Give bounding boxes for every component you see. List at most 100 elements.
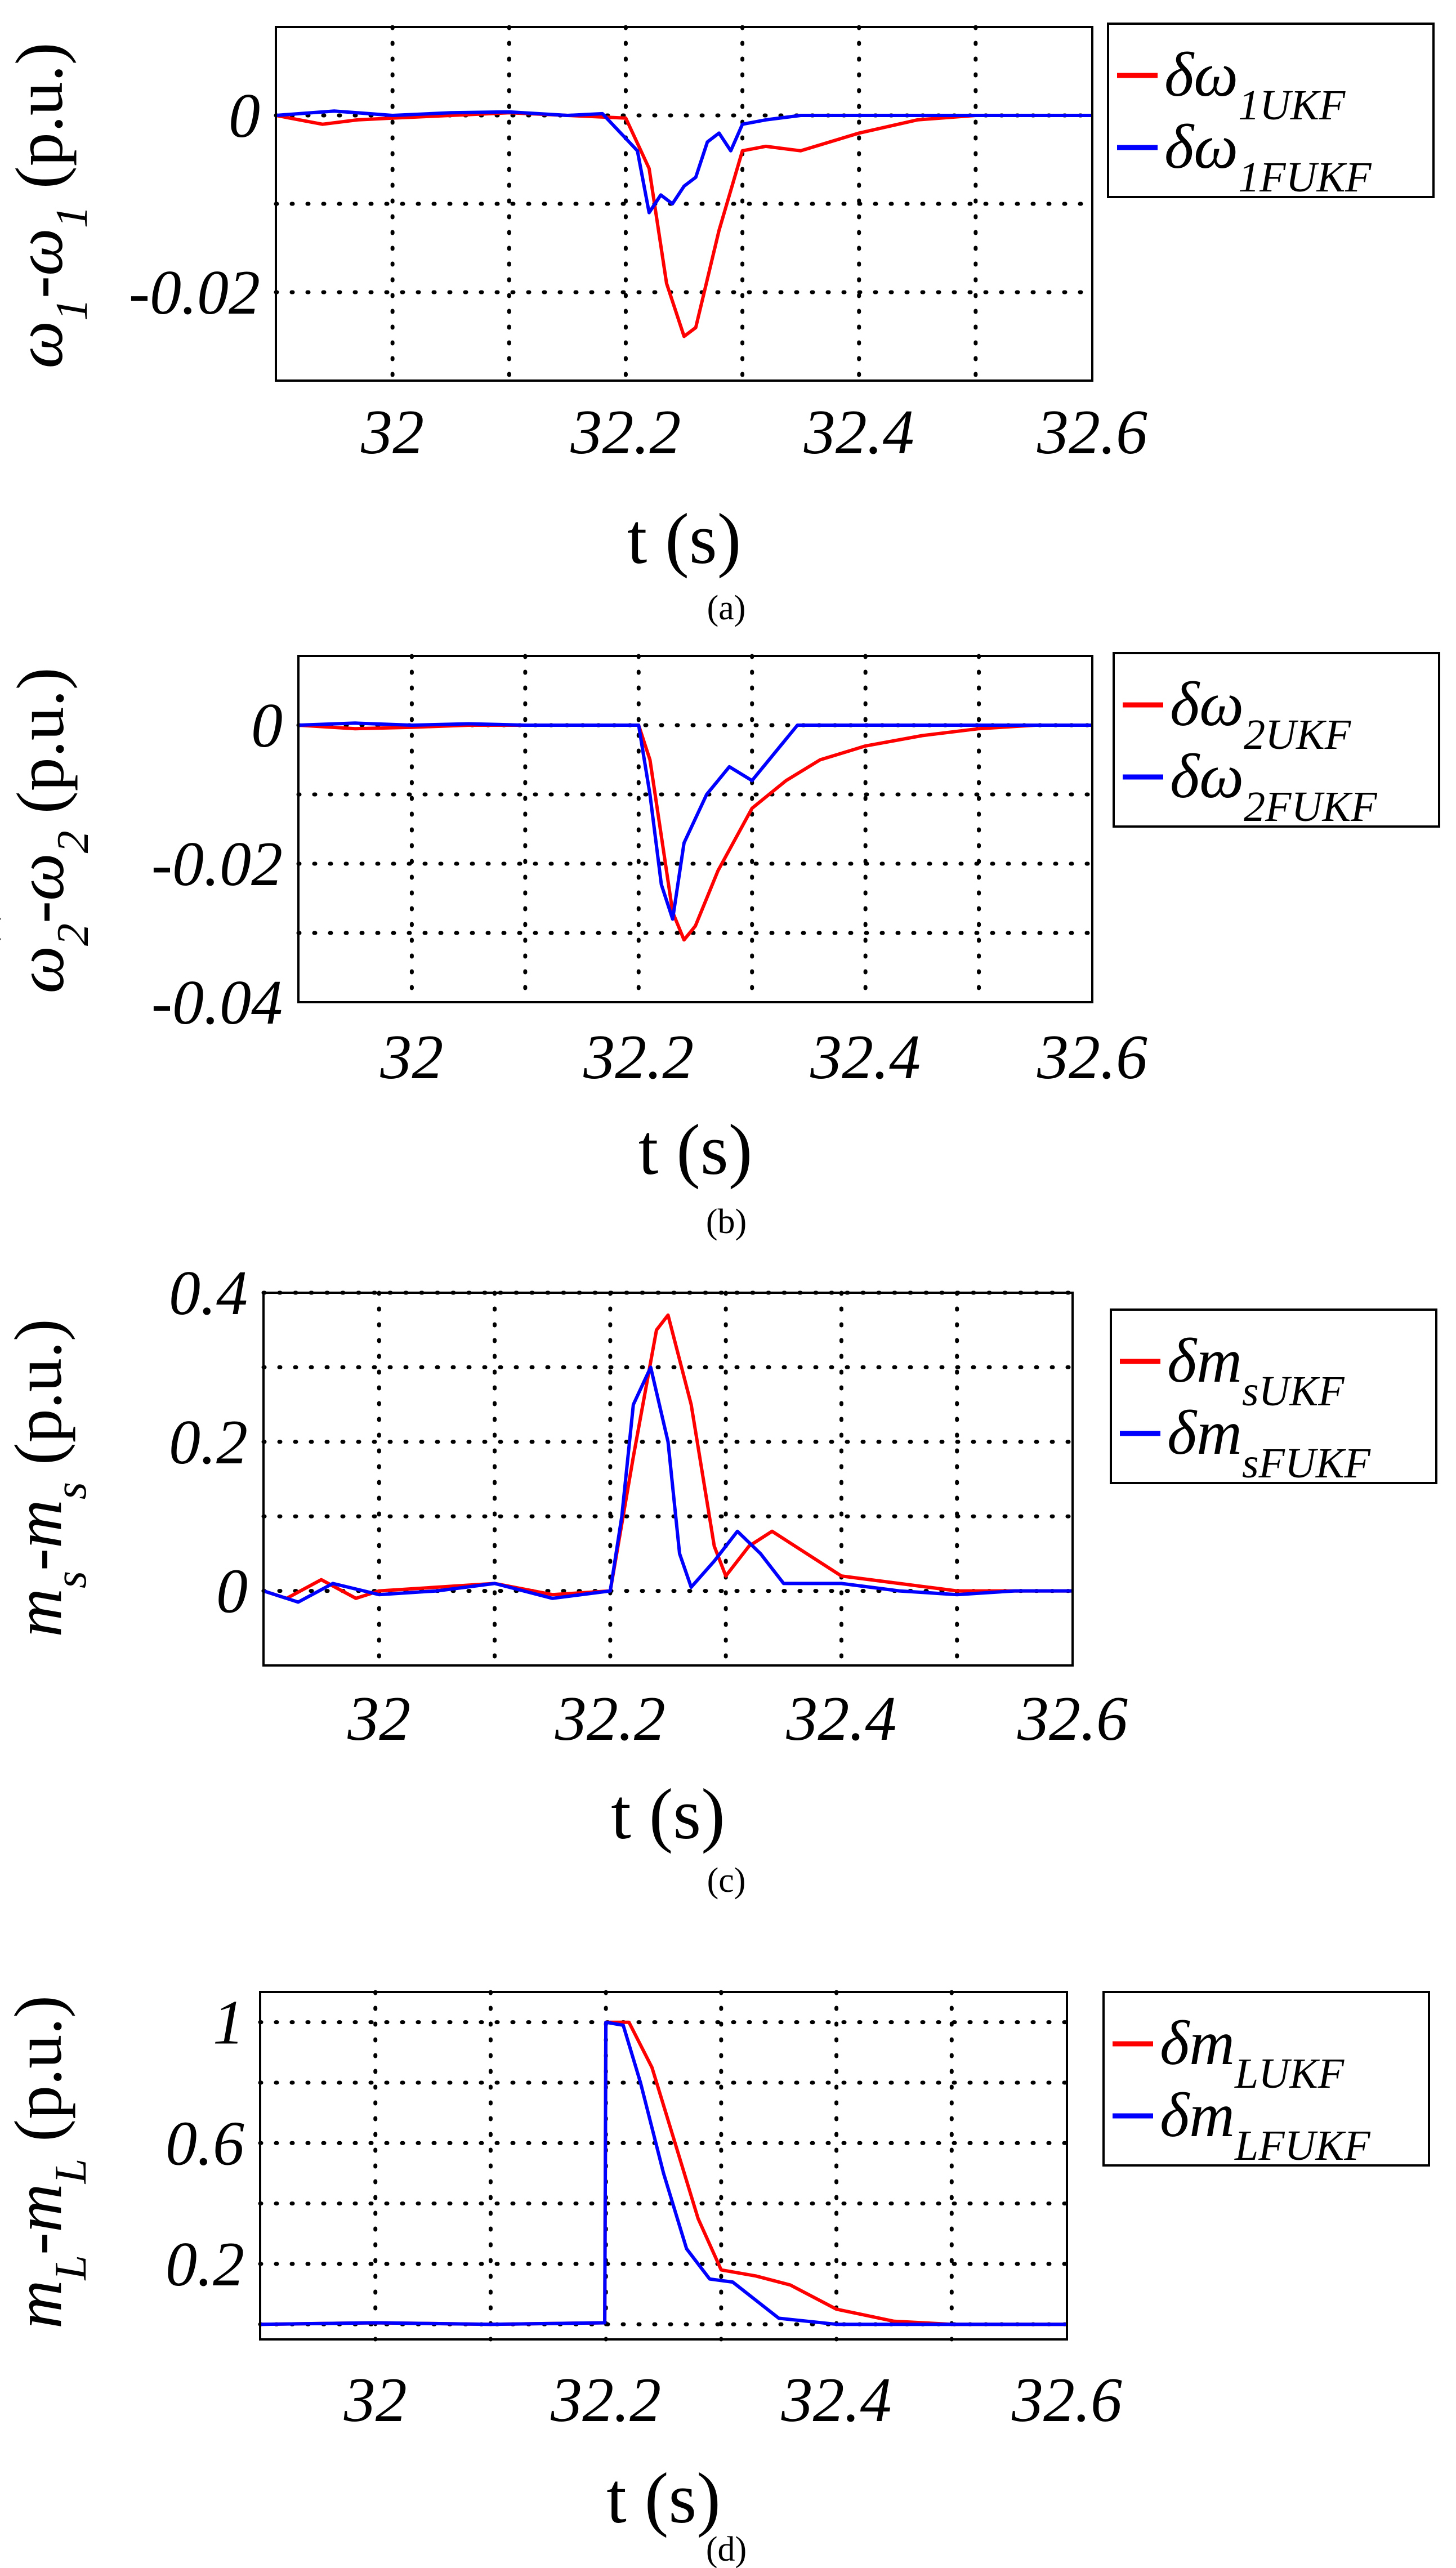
y-label-hat-group: ms	[1, 1571, 96, 1637]
x-tick-label: 32.2	[583, 1022, 694, 1092]
legend-symbol: δm	[1160, 2080, 1235, 2150]
legend-entry: δω1UKF	[1164, 40, 1346, 129]
legend-symbol: δω	[1170, 669, 1244, 739]
axes-frame	[259, 1991, 1068, 2341]
legend-box	[1102, 1991, 1430, 2167]
legend-subscript: 2UKF	[1244, 711, 1352, 758]
x-tick-label: 32.2	[570, 398, 681, 467]
y-axis-label: ω2-ω2 (p.u.)	[3, 667, 98, 993]
x-axis-label: t (s)	[627, 499, 742, 579]
y-tick-label: 0	[251, 691, 283, 761]
x-tick-label: 32.6	[1017, 1684, 1128, 1754]
x-tick-label: 32.4	[803, 398, 914, 467]
chart-panel-d: 32 32.2 32.4 32.610.60.2t (s)mL-mL (p.u.) δm…	[1, 1988, 1430, 2568]
y-label-estimated-subscript: 2	[48, 923, 98, 946]
axes-frame	[262, 1292, 1074, 1667]
legend-entry: δω1FUKF	[1164, 112, 1372, 201]
series-line-lfukf	[260, 2020, 1067, 2326]
y-tick-label: -0.02	[129, 258, 260, 328]
y-label-units: (p.u.)	[1, 1319, 75, 1482]
y-label-symbol: ω	[3, 853, 78, 901]
axes-frame	[297, 655, 1093, 1003]
chart-panel-b: 32 32.2 32.4 32.60-0.02-0.04t (s)ω2-ω2 (p.u…	[0, 652, 1440, 1241]
y-label-subscript: 2	[48, 830, 98, 853]
panel-caption: (d)	[706, 2530, 747, 2568]
legend-symbol: δm	[1167, 1398, 1242, 1468]
y-label-subscript: s	[46, 1482, 96, 1499]
series-line-1ukf	[276, 111, 1092, 338]
y-axis-label: ms-ms (p.u.)	[1, 1319, 96, 1637]
x-tick-label: 32.6	[1011, 2365, 1122, 2435]
series-line-2fukf	[298, 721, 1092, 921]
y-tick-label: 0.2	[169, 1408, 248, 1477]
y-label-estimated-symbol: ω	[2, 321, 77, 369]
legend-subscript: 1FUKF	[1238, 154, 1372, 201]
panel-caption: (c)	[707, 1861, 746, 1900]
legend-entry: δω2FUKF	[1170, 742, 1378, 830]
x-axis-label: t (s)	[606, 2458, 721, 2538]
legend-box	[1107, 23, 1435, 198]
legend-subscript: 1UKF	[1238, 82, 1346, 129]
legend-subscript: 2FUKF	[1244, 783, 1378, 830]
x-tick-label: 32	[379, 1022, 443, 1092]
y-label-symbol: ω	[2, 228, 77, 276]
panel-caption: (b)	[706, 1203, 747, 1241]
y-label-minus: -	[3, 901, 78, 923]
x-axis-label: t (s)	[638, 1110, 753, 1190]
y-label-estimated-symbol: m	[1, 1588, 75, 1637]
x-tick-label: 32.4	[810, 1022, 921, 1092]
x-tick-label: 32.2	[555, 1684, 666, 1754]
y-tick-label: 0.4	[169, 1258, 248, 1328]
legend-box	[1110, 1308, 1437, 1484]
y-label-hat-group: ω1	[2, 298, 97, 369]
x-tick-label: 32.2	[550, 2365, 661, 2435]
series-line-1fukf	[276, 109, 1092, 215]
y-label-units: (p.u.)	[1, 1995, 75, 2159]
legend-symbol: δω	[1164, 40, 1238, 110]
legend-symbol: δm	[1160, 2008, 1235, 2078]
x-tick-label: 32.6	[1037, 398, 1147, 467]
y-tick-label: -0.04	[151, 968, 283, 1038]
y-label-units: (p.u.)	[3, 667, 78, 830]
legend-symbol: δm	[1167, 1326, 1242, 1396]
x-tick-label: 32.6	[1037, 1022, 1147, 1092]
y-label-subscript: 1	[47, 206, 97, 228]
y-label-hat-group: ω2	[3, 923, 98, 994]
legend-entry: δmLUKF	[1160, 2008, 1345, 2097]
chart-panel-c: 32 32.2 32.4 32.60.40.20t (s)ms-ms (p.u.) δm…	[1, 1258, 1437, 1900]
x-tick-label: 32	[360, 398, 424, 467]
y-label-minus: -	[1, 2232, 75, 2255]
y-label-estimated-symbol: m	[1, 2280, 75, 2329]
x-axis-label: t (s)	[611, 1774, 725, 1854]
x-tick-label: 32	[343, 2365, 407, 2435]
legend-subscript: LFUKF	[1234, 2122, 1371, 2169]
y-tick-label: 0.2	[166, 2230, 244, 2299]
y-label-estimated-subscript: 1	[47, 298, 97, 321]
axes-frame	[275, 26, 1093, 382]
y-label-minus: -	[1, 1548, 75, 1571]
panel-caption: (a)	[707, 589, 746, 627]
legend-subscript: sUKF	[1242, 1368, 1345, 1415]
y-label-symbol: m	[1, 2183, 75, 2232]
y-tick-label: 0	[216, 1557, 248, 1627]
y-tick-label: -0.02	[151, 829, 283, 899]
x-tick-label: 32.4	[785, 1684, 896, 1754]
legend-box	[1113, 652, 1440, 828]
y-axis-label: ω1-ω1 (p.u.)	[2, 42, 97, 368]
legend-entry: δω2UKF	[1170, 669, 1352, 758]
y-label-symbol: m	[1, 1499, 75, 1548]
y-tick-label: 0	[229, 81, 260, 151]
chart-panel-a: 32 32.2 32.4 32.60-0.02t (s)ω1-ω1 (p.u.) δω1…	[2, 23, 1435, 627]
legend-subscript: sFUKF	[1242, 1440, 1372, 1487]
y-label-estimated-subscript: s	[46, 1571, 96, 1588]
y-tick-label: 1	[213, 1988, 244, 2058]
y-axis-label: mL-mL (p.u.)	[1, 1995, 96, 2329]
series-line-2ukf	[298, 723, 1092, 942]
legend-entry: δmsUKF	[1167, 1326, 1345, 1415]
series-line-sfukf	[263, 1365, 1073, 1604]
y-label-estimated-symbol: ω	[3, 946, 78, 994]
